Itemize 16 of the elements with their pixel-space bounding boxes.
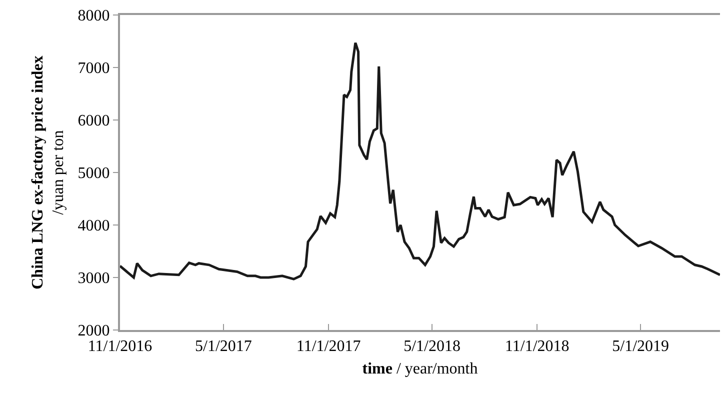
y-tick-label: 3000 — [78, 270, 110, 288]
y-tick-label: 5000 — [78, 165, 110, 182]
y-tick-label: 8000 — [78, 8, 110, 25]
x-axis-title: time / year/month — [362, 360, 478, 378]
y-axis-title: China LNG ex-factory price index /yuan per ton — [29, 56, 68, 290]
line-series — [120, 42, 720, 280]
y-tick-label: 4000 — [78, 218, 110, 235]
x-tick-label: 5/1/2019 — [612, 338, 670, 356]
y-tick-label: 6000 — [78, 112, 110, 130]
x-tick-label: 11/1/2016 — [88, 338, 152, 356]
x-tick-label: 11/1/2017 — [296, 338, 361, 356]
x-tick-label: 5/1/2017 — [194, 338, 252, 356]
x-tick-label: 11/1/2018 — [504, 338, 570, 356]
y-tick-label: 7000 — [78, 60, 110, 78]
x-tick-label: 5/1/2018 — [404, 338, 460, 356]
y-tick-label: 2000 — [78, 322, 110, 340]
